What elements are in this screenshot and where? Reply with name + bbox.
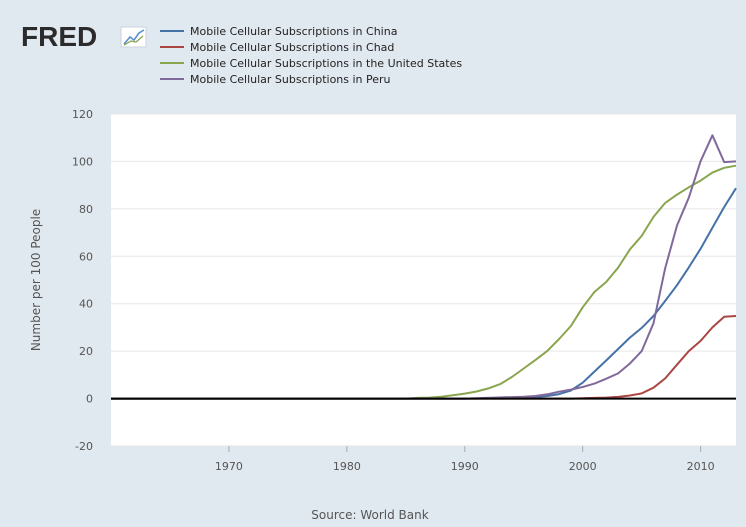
legend: Mobile Cellular Subscriptions in China Mo… [160, 25, 462, 86]
y-tick-label: 80 [79, 203, 93, 216]
series-line-china [111, 187, 737, 400]
y-tick-label: 120 [72, 108, 93, 121]
y-tick-label: -20 [75, 440, 93, 453]
x-tick-label: 2000 [569, 460, 597, 473]
fred-logo-text: FRED [21, 21, 97, 52]
fred-logo[interactable]: FRED [21, 21, 147, 52]
y-tick-label: 0 [86, 393, 93, 406]
x-tick-label: 2010 [687, 460, 715, 473]
y-tick-label: 100 [72, 155, 93, 168]
legend-item-label[interactable]: Mobile Cellular Subscriptions in Chad [190, 41, 394, 54]
y-axis-label: Number per 100 People [29, 209, 43, 351]
y-tick-label: 20 [79, 345, 93, 358]
series-line-peru [111, 134, 737, 400]
series-line-united-states [111, 164, 737, 400]
legend-item-label[interactable]: Mobile Cellular Subscriptions in the Uni… [190, 57, 462, 70]
source-label: Source: World Bank [311, 508, 428, 522]
gridlines [111, 113, 736, 447]
plot-area [111, 114, 736, 446]
legend-item-label[interactable]: Mobile Cellular Subscriptions in Peru [190, 73, 391, 86]
x-tick-label: 1990 [451, 460, 479, 473]
x-axis-ticks: 1970 1980 1990 2000 2010 [215, 446, 715, 473]
legend-item-label[interactable]: Mobile Cellular Subscriptions in China [190, 25, 397, 38]
y-tick-label: 40 [79, 298, 93, 311]
line-graph-icon [120, 26, 147, 48]
x-tick-label: 1970 [215, 460, 243, 473]
x-tick-label: 1980 [333, 460, 361, 473]
y-axis-ticks: -20 0 20 40 60 80 100 120 [72, 108, 93, 453]
y-tick-label: 60 [79, 250, 93, 263]
